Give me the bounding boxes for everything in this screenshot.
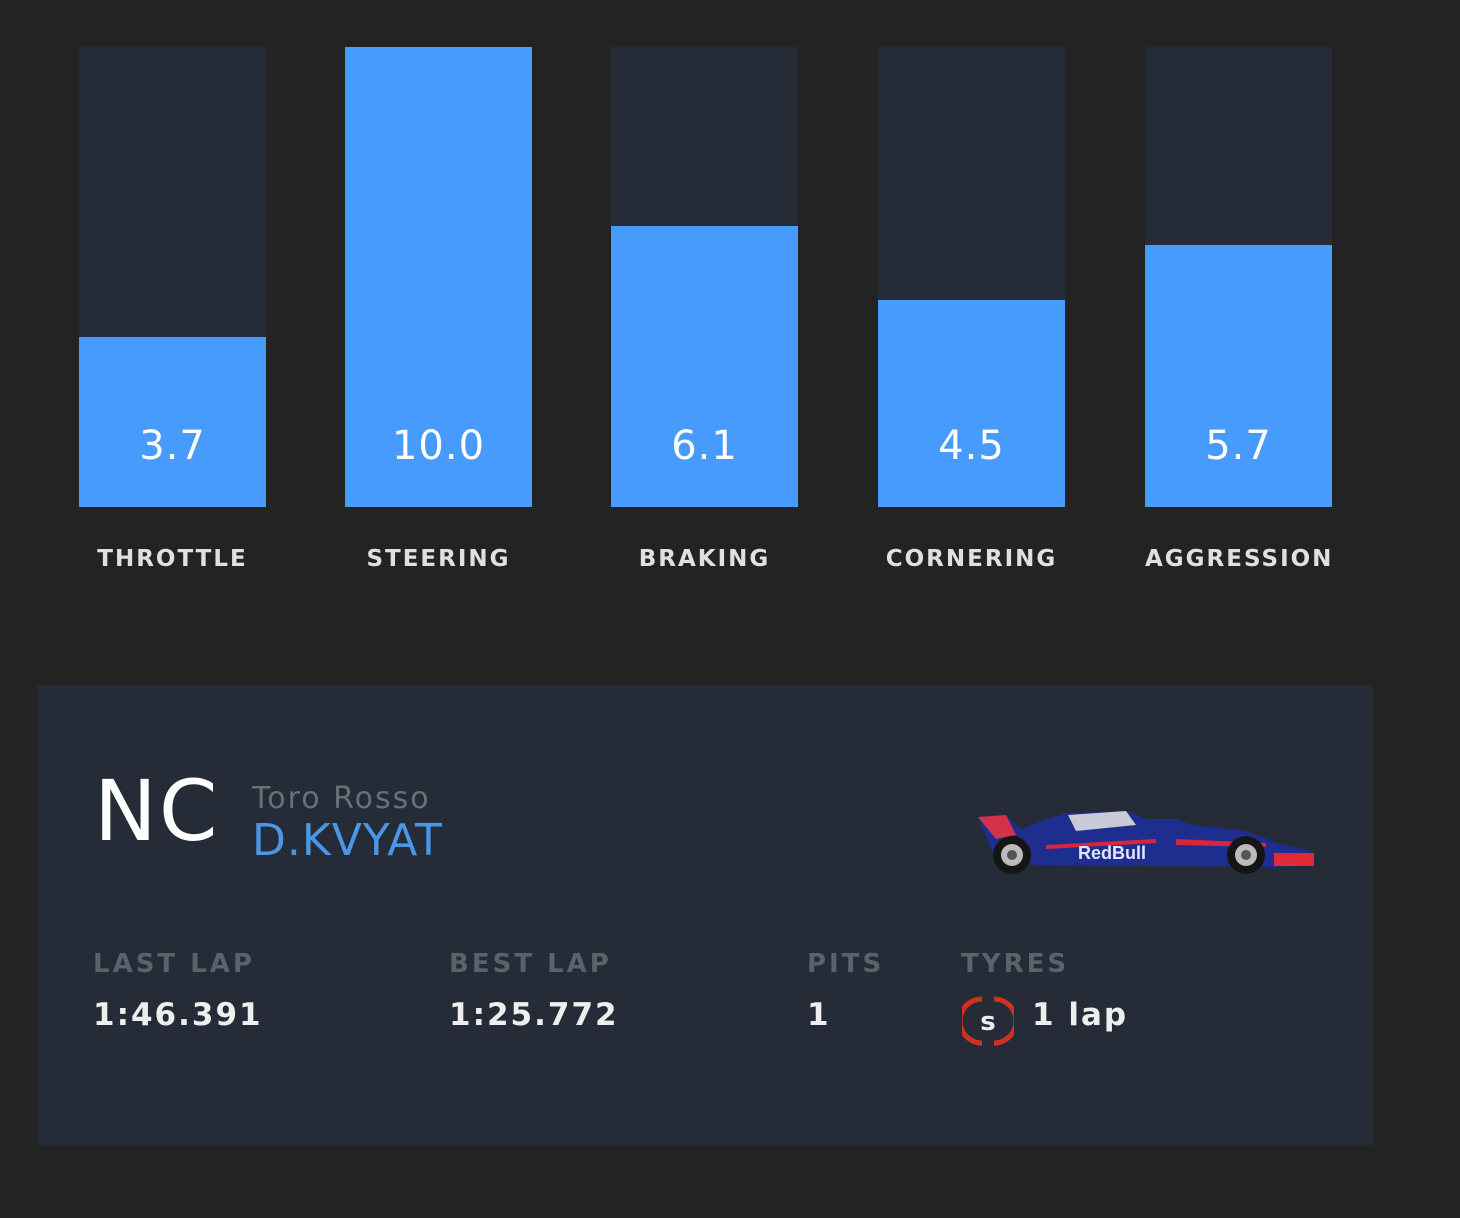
bar-label: BRAKING <box>638 546 771 572</box>
bar-braking: 6.1 <box>611 47 798 507</box>
bar-value: 4.5 <box>938 423 1005 469</box>
bar-label: THROTTLE <box>97 546 248 572</box>
driver-card: NC Toro Rosso D.KVYAT RedBull LAST LAP 1… <box>38 685 1373 1145</box>
car-livery-image: RedBull <box>978 811 1314 874</box>
pits-value: 1 <box>807 997 831 1033</box>
team-name: Toro Rosso <box>252 781 431 816</box>
bar-label: STEERING <box>366 546 511 572</box>
bar-label: CORNERING <box>885 546 1058 572</box>
pits-label: PITS <box>807 949 885 979</box>
tyre-compound: s <box>980 1007 995 1037</box>
bar-fill <box>345 47 532 507</box>
svg-text:RedBull: RedBull <box>1078 843 1146 863</box>
bar-fill <box>79 336 266 507</box>
bar-fill <box>1145 244 1332 507</box>
last-lap-value: 1:46.391 <box>93 997 263 1033</box>
last-lap-label: LAST LAP <box>93 949 255 979</box>
bar-steering: 10.0 <box>345 47 532 507</box>
bar-cornering: 4.5 <box>878 47 1065 507</box>
bar-value: 5.7 <box>1205 423 1272 469</box>
driver-name: D.KVYAT <box>252 815 443 866</box>
tyres-label: TYRES <box>961 949 1070 979</box>
best-lap-value: 1:25.772 <box>449 997 619 1033</box>
bar-label: AGGRESSION <box>1145 546 1334 572</box>
bar-fill <box>611 226 798 507</box>
bar-throttle: 3.7 <box>79 47 266 507</box>
bar-value: 10.0 <box>391 423 486 469</box>
bar-value: 6.1 <box>671 423 738 469</box>
bar-value: 3.7 <box>139 423 206 469</box>
best-lap-label: BEST LAP <box>449 949 612 979</box>
bar-fill <box>878 300 1065 507</box>
bar-aggression: 5.7 <box>1145 47 1332 507</box>
driver-position: NC <box>94 762 220 860</box>
soft-tyre-icon: s <box>957 995 1019 1047</box>
tyre-laps: 1 lap <box>1032 997 1129 1033</box>
